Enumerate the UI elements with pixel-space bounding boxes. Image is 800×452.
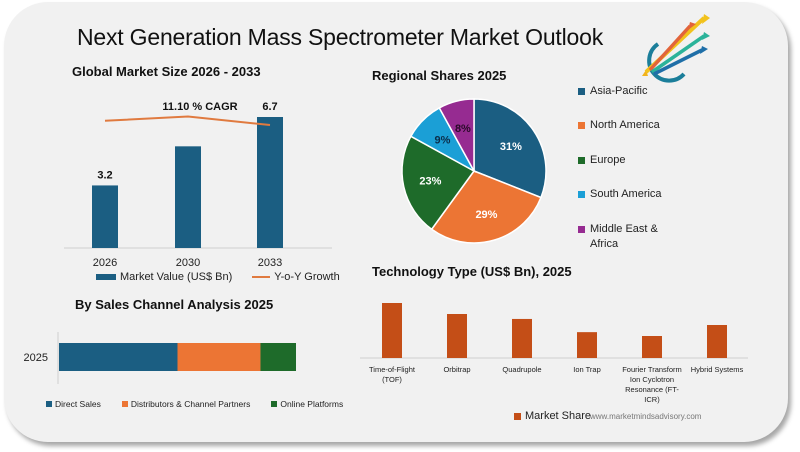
- swatch-distributors: [121, 401, 128, 407]
- growth-swatch: [252, 276, 271, 278]
- swatch-direct-sales: [46, 401, 52, 407]
- legend-distributors: Distributors & Channel Partners: [130, 399, 251, 409]
- legend-online-platforms: Online Platforms: [280, 399, 344, 409]
- tech-legend: Market Share: [514, 410, 591, 422]
- legend-market-share: Market Share: [525, 410, 592, 422]
- legend-item-south-america: South America: [578, 187, 688, 202]
- legend-label: South America: [590, 188, 662, 200]
- rising-arrows-logo-icon: [642, 14, 710, 83]
- legend-label: Asia-Pacific: [590, 85, 648, 97]
- swatch: [578, 191, 585, 198]
- swatch-market-share: [514, 412, 521, 420]
- legend-label: Europe: [590, 154, 626, 166]
- market-size-title: Global Market Size 2026 - 2033: [72, 64, 261, 79]
- market-legend: Market Value (US$ Bn) Y-o-Y Growth: [96, 271, 340, 283]
- legend-market-value: Market Value (US$ Bn): [120, 271, 233, 283]
- legend-item-europe: Europe: [578, 153, 688, 168]
- legend-item-asia-pacific: Asia-Pacific: [578, 84, 688, 99]
- swatch-online-platforms: [271, 401, 278, 407]
- market-value-swatch: [96, 274, 116, 280]
- legend-direct-sales: Direct Sales: [55, 399, 101, 409]
- legend-yoy-growth: Y-o-Y Growth: [274, 271, 340, 283]
- sales-legend: Direct Sales Distributors & Channel Part…: [46, 399, 343, 409]
- sales-channel-title: By Sales Channel Analysis 2025: [75, 297, 274, 312]
- regional-shares-title: Regional Shares 2025: [372, 68, 507, 83]
- legend-item-middle-east-africa: Middle East & Africa: [578, 222, 668, 252]
- technology-type-title: Technology Type (US$ Bn), 2025: [372, 264, 572, 279]
- page-title: Next Generation Mass Spectrometer Market…: [76, 24, 603, 50]
- swatch: [578, 88, 585, 95]
- swatch: [578, 226, 585, 233]
- legend-label: North America: [590, 119, 660, 131]
- legend-item-north-america: North America: [578, 118, 688, 133]
- website-url[interactable]: www.marketmindsadvisory.com: [590, 412, 702, 421]
- swatch: [578, 122, 585, 129]
- legend-label: Middle East & Africa: [590, 223, 658, 250]
- swatch: [578, 157, 585, 164]
